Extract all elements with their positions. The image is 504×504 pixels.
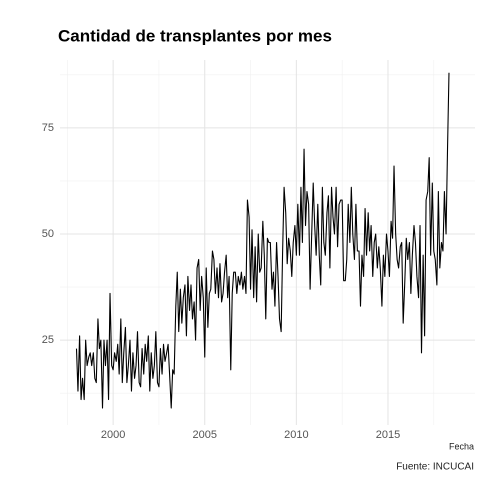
line	[75, 72, 450, 409]
caption: Fuente: INCUCAI	[396, 462, 474, 473]
x-tick-label: 2015	[376, 429, 400, 441]
x-tick-label: 2010	[284, 429, 308, 441]
x-tick-label: 2005	[193, 429, 217, 441]
y-tick-label: 75	[42, 122, 54, 134]
y-tick-label: 50	[42, 228, 54, 240]
x-axis-label: Fecha	[449, 441, 474, 451]
x-tick-label: 2000	[101, 429, 125, 441]
chart-title: Cantidad de transplantes por mes	[58, 26, 332, 45]
y-tick-label: 25	[42, 334, 54, 346]
